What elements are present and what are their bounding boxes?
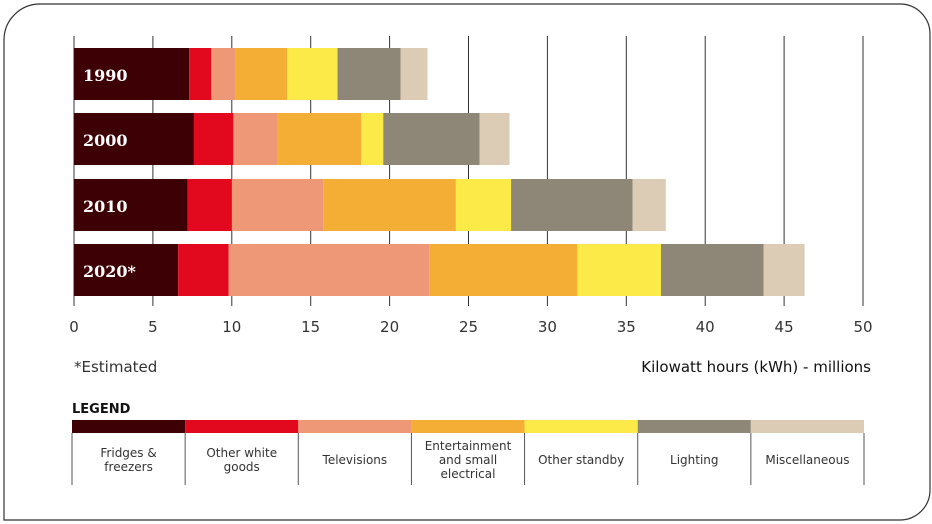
legend-label: Other standby [538,453,624,467]
x-tick-label: 40 [696,318,715,336]
bar-segment [400,48,428,100]
legend-label-line: Other standby [538,453,624,467]
x-tick-label: 0 [69,318,79,336]
legend-swatch [524,420,638,433]
bar-segment [287,48,338,100]
bar-category-label: 2020* [83,262,137,281]
legend-swatch [411,420,525,433]
bar-segment [231,179,324,231]
x-axis-label: Kilowatt hours (kWh) - millions [641,358,871,376]
x-tick-label: 25 [459,318,478,336]
bar-segment [193,113,234,165]
legend-label-line: freezers [104,460,153,474]
x-tick-label: 15 [301,318,320,336]
legend-label: Other white goods [206,446,277,474]
bar-category-label: 2010 [83,197,128,216]
bar-segment [277,113,362,165]
legend-label: Entertainment and small electrical [425,439,512,481]
x-tick-label: 45 [775,318,794,336]
legend-swatch [637,420,751,433]
bar-segment [74,113,194,165]
x-tick-label: 20 [380,318,399,336]
bar-category-label: 1990 [83,66,128,85]
legend-label-line: Entertainment [425,439,512,453]
footnote: *Estimated [74,358,157,376]
legend-swatch [750,420,864,433]
legend-label: Televisions [322,453,388,467]
bar-segment [74,179,188,231]
legend-label-line: Lighting [670,453,719,467]
legend-label-line: electrical [441,467,496,481]
bar-segment [323,179,456,231]
bar-segment [228,244,430,296]
bar-segment [178,244,229,296]
bar-segment [511,179,633,231]
legend-swatch [185,420,299,433]
bar-segment [189,48,212,100]
bar-segment [74,48,190,100]
x-tick-label: 50 [853,318,872,336]
legend-label-line: and small [439,453,497,467]
bar-segment [211,48,235,100]
bar-segment [661,244,764,296]
legend-label: Fridges & freezers [100,446,156,474]
bar-segment [763,244,805,296]
bar-segment [233,113,278,165]
legend-swatch [298,420,412,433]
x-tick-label: 35 [617,318,636,336]
bar-segment [74,244,179,296]
bar-segment [455,179,512,231]
x-tick-label: 5 [148,318,158,336]
chart-frame [3,3,931,521]
legend-label-line: goods [224,460,260,474]
bar-segment [187,179,232,231]
bar-segment [337,48,401,100]
legend-label: Lighting [670,453,719,467]
bar-segment [361,113,384,165]
bar-segment [383,113,480,165]
legend-label-line: Televisions [322,453,388,467]
bar-category-label: 2000 [83,131,128,150]
legend-label: Miscellaneous [765,453,849,467]
legend-swatch [72,420,186,433]
bar-segment [577,244,662,296]
legend-label-line: Other white [206,446,277,460]
bar-segment [234,48,288,100]
bar-segment [429,244,578,296]
legend-label-line: Miscellaneous [765,453,849,467]
bar-segment [479,113,510,165]
bar-segment [632,179,666,231]
x-tick-label: 10 [222,318,241,336]
legend-title: LEGEND [72,402,131,417]
legend-label-line: Fridges & [100,446,156,460]
x-tick-label: 30 [538,318,557,336]
